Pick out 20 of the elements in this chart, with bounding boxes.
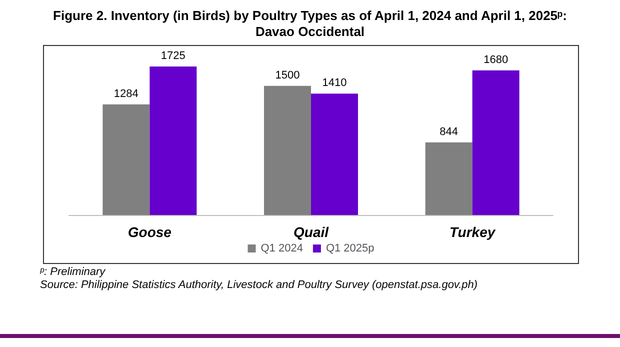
data-label: 1410: [322, 77, 347, 90]
source-note: Source: Philippine Statistics Authority, Livestock and Poultry Survey (openstat.psa.gov.ph): [40, 279, 478, 292]
bar: [264, 86, 311, 215]
data-label: 1284: [114, 88, 138, 100]
data-label: 1500: [275, 69, 300, 82]
bar: [150, 66, 197, 215]
bar: [311, 94, 358, 215]
legend-label: Q1 2024: [260, 242, 303, 254]
x-tick-label: Turkey: [449, 224, 496, 240]
x-tick-label: Quail: [293, 224, 330, 240]
bar: [102, 104, 150, 215]
chart-title: Figure 2. Inventory (in Birds) by Poultry Types as of April 1, 2024 and April 1, 2025ᵖ: Davao Occidental: [52, 8, 568, 40]
data-label: 844: [440, 126, 458, 138]
data-label: 1725: [160, 50, 186, 62]
legend-label: Q1 2025p: [326, 242, 374, 254]
bar: [425, 142, 472, 215]
text: ᵖ: Preliminary: [40, 266, 106, 279]
x-tick-label: Goose: [128, 224, 172, 240]
data-label: 1680: [484, 54, 508, 66]
bar: [472, 70, 520, 215]
